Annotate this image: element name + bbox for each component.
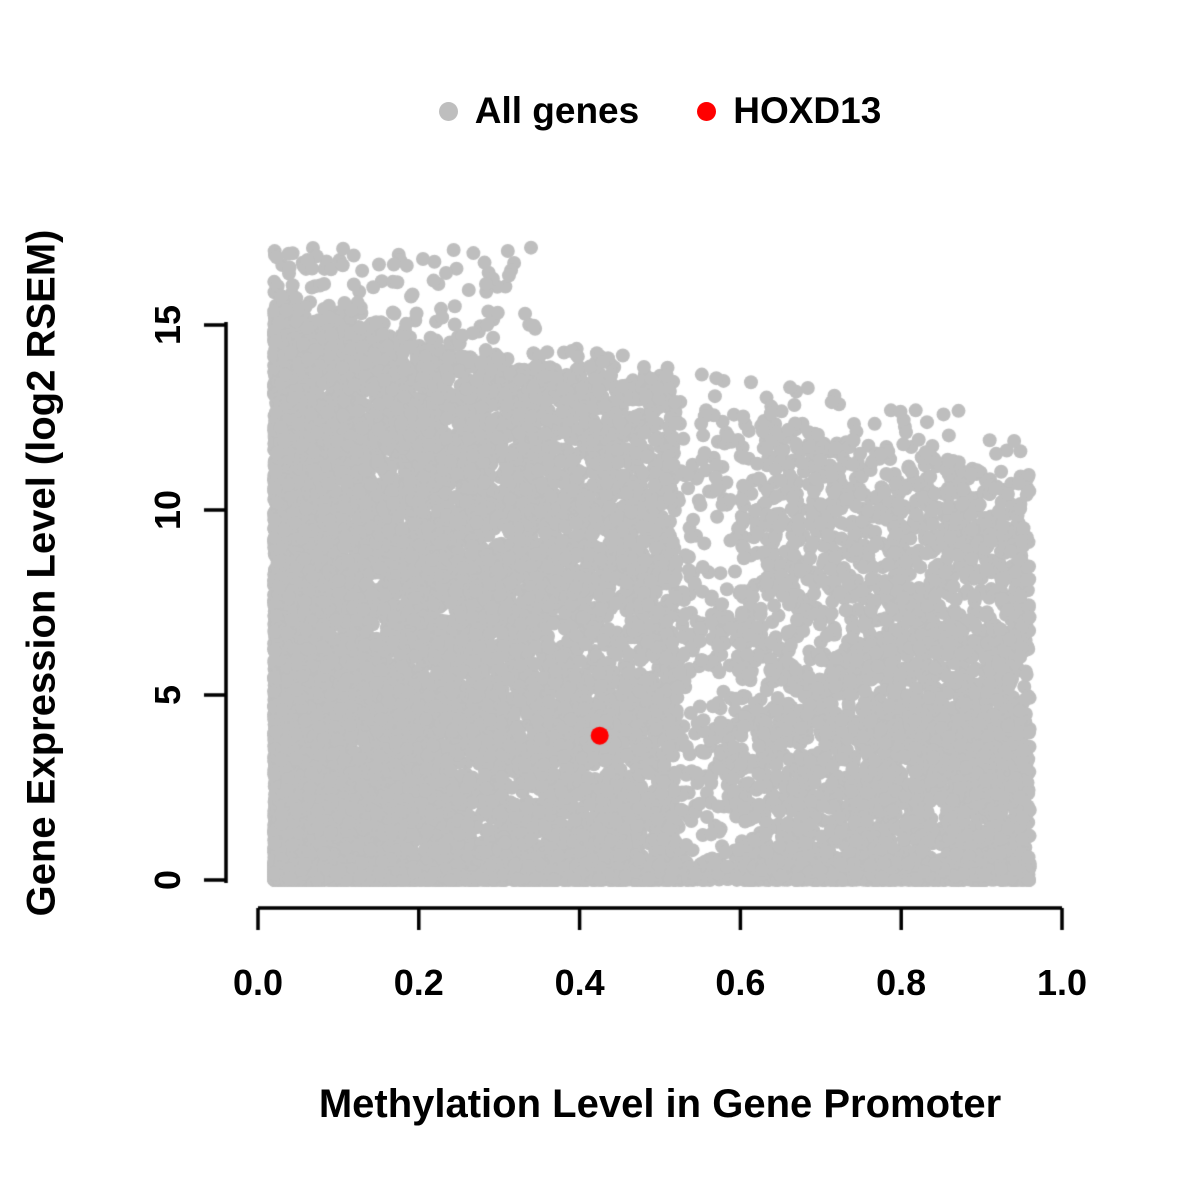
x-tick-label: 0.6 (715, 962, 766, 1003)
legend-dot-icon (697, 101, 717, 121)
x-tick-label: 1.0 (1036, 962, 1088, 1003)
x-tick-label: 0.2 (393, 962, 444, 1003)
legend-label: All genes (474, 90, 640, 131)
x-tick-label: 0.4 (554, 962, 605, 1003)
legend: All genes HOXD13 (258, 90, 1062, 132)
legend-dot-icon (438, 101, 458, 121)
legend-label: HOXD13 (733, 90, 882, 131)
x-tick-label: 0.8 (876, 962, 927, 1003)
y-tick-label: 5 (147, 684, 188, 706)
legend-item-all-genes: All genes (438, 90, 640, 132)
y-tick-label: 15 (147, 304, 188, 346)
legend-item-hoxd13: HOXD13 (697, 90, 881, 132)
x-axis-title: Methylation Level in Gene Promoter (318, 1082, 1002, 1126)
y-axis-title: Gene Expression Level (log2 RSEM) (19, 229, 64, 917)
y-tick-label: 0 (147, 869, 188, 891)
y-tick-label: 10 (147, 489, 188, 531)
x-tick-label: 0.0 (232, 962, 284, 1003)
